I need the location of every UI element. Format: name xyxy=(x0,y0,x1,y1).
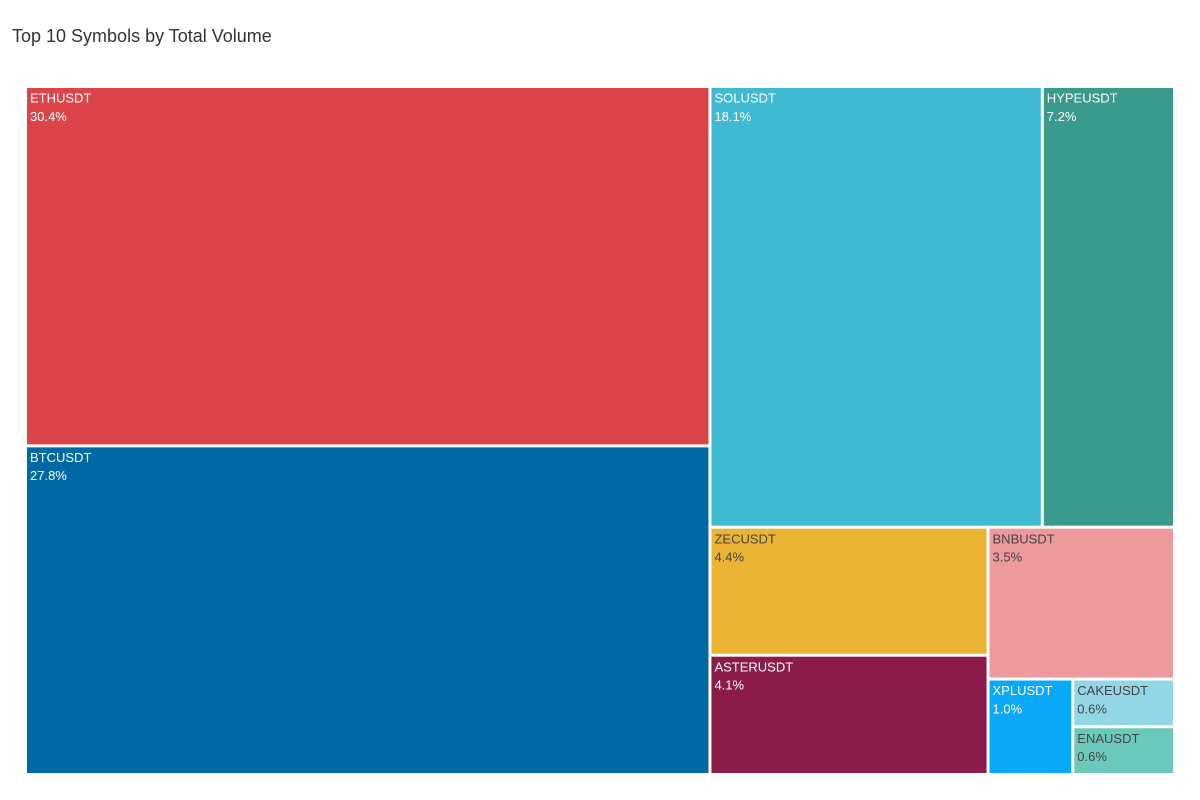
tile xyxy=(1074,680,1173,726)
tile-value: 1.0% xyxy=(993,701,1023,716)
tile-label: ZECUSDT xyxy=(714,531,775,546)
tile-value: 4.1% xyxy=(714,677,744,692)
tile-label: ETHUSDT xyxy=(30,91,91,106)
tile-value: 30.4% xyxy=(30,109,67,124)
tile xyxy=(711,656,987,773)
tile-value: 0.6% xyxy=(1077,701,1107,716)
tile-label: XPLUSDT xyxy=(993,683,1053,698)
tile-label: SOLUSDT xyxy=(714,91,775,106)
tile-label: ASTERUSDT xyxy=(714,659,793,674)
tile-label: BTCUSDT xyxy=(30,450,91,465)
tile-label: ENAUSDT xyxy=(1077,731,1139,746)
tile xyxy=(989,680,1072,773)
tile xyxy=(989,528,1173,678)
tile-value: 0.6% xyxy=(1077,749,1107,764)
tile-label: CAKEUSDT xyxy=(1077,683,1148,698)
tile xyxy=(27,88,709,445)
tile-value: 4.4% xyxy=(714,549,744,564)
tile xyxy=(1043,88,1173,526)
tile xyxy=(711,528,987,654)
chart-title: Top 10 Symbols by Total Volume xyxy=(12,26,272,46)
tile-value: 7.2% xyxy=(1047,109,1077,124)
tile xyxy=(1074,728,1173,773)
tile xyxy=(711,88,1041,526)
tile-value: 27.8% xyxy=(30,468,67,483)
tile-value: 3.5% xyxy=(993,549,1023,564)
tile-label: HYPEUSDT xyxy=(1047,91,1118,106)
tile-value: 18.1% xyxy=(714,109,751,124)
tile-label: BNBUSDT xyxy=(993,531,1055,546)
tile xyxy=(27,447,709,773)
